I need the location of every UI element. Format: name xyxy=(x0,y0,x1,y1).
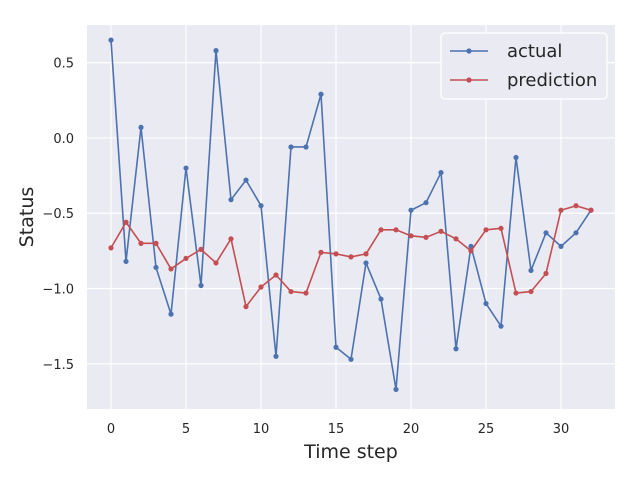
data-point-actual xyxy=(153,264,159,271)
y-tick-label: −1.0 xyxy=(42,283,74,298)
y-tick-label: −1.5 xyxy=(42,358,74,373)
data-point-actual xyxy=(273,353,279,359)
y-tick-label: 0.0 xyxy=(53,132,74,147)
data-point-prediction xyxy=(228,236,234,242)
data-point-actual xyxy=(423,200,429,206)
data-point-prediction xyxy=(408,233,414,239)
data-point-actual xyxy=(228,197,234,203)
data-point-prediction xyxy=(498,225,504,231)
legend-marker-prediction xyxy=(466,77,472,83)
data-point-actual xyxy=(378,296,384,302)
y-tick-label: 0.5 xyxy=(53,57,74,72)
data-point-actual xyxy=(258,203,264,209)
data-point-actual xyxy=(363,260,369,266)
data-point-prediction xyxy=(288,288,294,295)
data-point-prediction xyxy=(423,234,429,240)
data-point-prediction xyxy=(528,288,534,295)
data-point-actual xyxy=(543,230,549,236)
data-point-actual xyxy=(213,48,219,54)
data-point-prediction xyxy=(243,304,249,310)
data-point-actual xyxy=(408,207,414,213)
data-point-prediction xyxy=(453,236,459,242)
data-point-actual xyxy=(288,144,294,150)
data-point-prediction xyxy=(123,219,129,225)
legend-label-prediction: prediction xyxy=(507,70,597,91)
data-point-prediction xyxy=(393,227,399,233)
data-point-actual xyxy=(198,282,204,289)
data-point-actual xyxy=(168,311,174,317)
x-tick-label: 10 xyxy=(253,422,270,437)
legend-label-actual: actual xyxy=(507,41,562,62)
data-point-prediction xyxy=(438,228,444,234)
data-point-actual xyxy=(183,165,189,171)
data-point-prediction xyxy=(588,207,594,213)
data-point-prediction xyxy=(213,260,219,266)
data-point-prediction xyxy=(363,251,369,257)
legend-box xyxy=(440,32,608,100)
data-point-prediction xyxy=(198,246,204,252)
data-point-prediction xyxy=(558,207,564,213)
data-point-actual xyxy=(243,177,249,183)
data-point-prediction xyxy=(468,248,474,254)
x-tick-label: 30 xyxy=(553,422,570,437)
data-point-actual xyxy=(123,258,129,265)
data-point-actual xyxy=(528,267,534,274)
data-point-prediction xyxy=(483,227,489,233)
data-point-prediction xyxy=(303,290,309,296)
data-point-prediction xyxy=(168,266,174,272)
legend: actual prediction xyxy=(440,32,608,100)
data-point-prediction xyxy=(153,240,159,246)
data-point-prediction xyxy=(333,251,339,257)
data-point-prediction xyxy=(378,227,384,233)
data-point-actual xyxy=(498,323,504,329)
data-point-prediction xyxy=(258,284,264,290)
y-tick-label: −0.5 xyxy=(42,207,74,222)
data-point-actual xyxy=(108,37,114,43)
data-point-actual xyxy=(483,300,489,307)
data-point-prediction xyxy=(513,290,519,296)
data-point-prediction xyxy=(183,255,189,262)
x-tick-label: 0 xyxy=(107,422,115,437)
x-tick-label: 20 xyxy=(403,422,420,437)
data-point-actual xyxy=(573,230,579,236)
x-tick-label: 25 xyxy=(478,422,495,437)
grid xyxy=(87,25,615,409)
data-point-actual xyxy=(348,356,354,362)
data-point-actual xyxy=(453,346,459,352)
data-point-prediction xyxy=(273,272,279,278)
data-point-actual xyxy=(393,386,399,393)
legend-marker-actual xyxy=(466,48,472,54)
data-point-prediction xyxy=(543,270,549,277)
y-axis-label: Status xyxy=(16,187,38,248)
data-point-prediction xyxy=(318,249,324,255)
data-point-actual xyxy=(438,169,444,176)
series-layer xyxy=(108,37,594,393)
data-point-prediction xyxy=(348,254,354,260)
x-tick-labels: 0 5 10 15 20 25 30 xyxy=(107,422,569,437)
data-point-prediction xyxy=(108,245,114,251)
data-point-actual xyxy=(138,124,144,130)
data-point-actual xyxy=(513,154,519,161)
data-point-prediction xyxy=(138,240,144,246)
data-point-actual xyxy=(468,243,474,249)
data-point-actual xyxy=(558,243,564,249)
x-tick-label: 15 xyxy=(328,422,345,437)
x-tick-label: 5 xyxy=(182,422,190,437)
x-axis-label: Time step xyxy=(303,441,398,463)
data-point-actual xyxy=(333,344,339,350)
data-point-actual xyxy=(318,91,324,97)
data-point-actual xyxy=(303,144,309,150)
data-point-prediction xyxy=(573,203,579,209)
y-tick-labels: −1.5 −1.0 −0.5 0.0 0.5 xyxy=(42,57,74,373)
